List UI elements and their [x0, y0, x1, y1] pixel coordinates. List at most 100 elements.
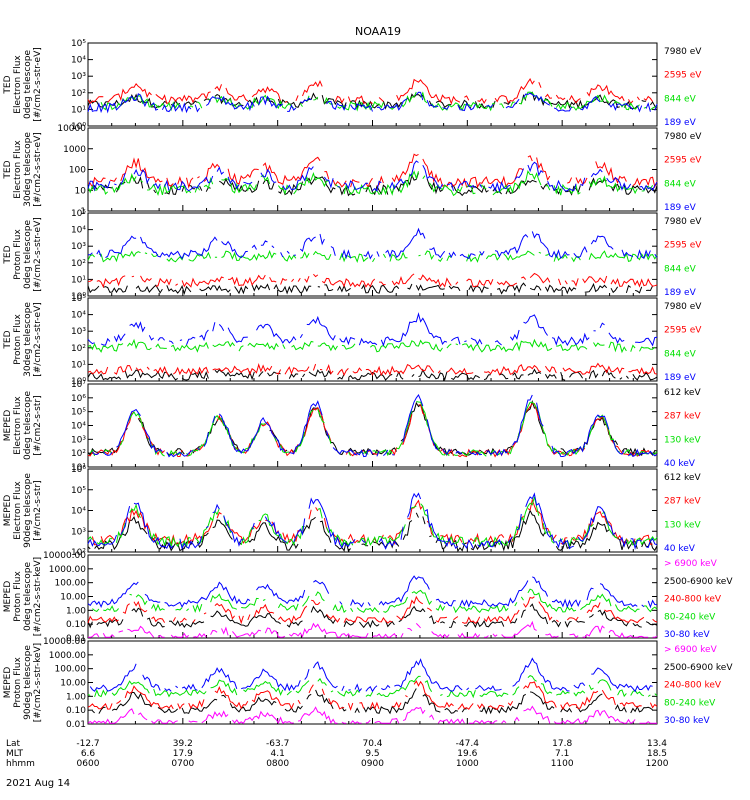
series-line [88, 79, 657, 104]
y-axis-label: MEPED Proton Flux 0deg telescope [#/cm2-s-s… [3, 557, 43, 636]
y-tick-label: 0.01 [66, 634, 86, 644]
y-axis-label: MEPED Proton Flux 90deg telescope [#/cm2-s-… [3, 643, 43, 722]
figure-title: NOAA19 [355, 25, 401, 38]
y-tick-label: 10.00 [60, 593, 86, 603]
series-line [87, 153, 658, 189]
y-tick-label: 10⁴ [71, 507, 86, 517]
y-tick-label: 10⁰ [71, 292, 86, 302]
y-tick-label: 10000.00 [43, 551, 86, 561]
y-tick-label: 10.00 [60, 679, 86, 689]
legend-label: 844 eV [664, 94, 697, 104]
y-axis-label-line: [#/cm2-s-str] [33, 395, 43, 455]
time-axis-tick-label: 13.4 [647, 739, 667, 749]
series-line [87, 680, 658, 711]
y-axis-label-line: Proton Flux [13, 314, 23, 365]
time-axis-tick-label: -12.7 [76, 739, 99, 749]
series-line [87, 603, 658, 629]
legend-label: 2595 eV [664, 326, 702, 336]
y-axis-label-line: Proton Flux [13, 571, 23, 622]
series-line [87, 160, 658, 193]
y-tick-label: 10³ [71, 242, 86, 252]
panel-2: 1 10 100 1000 10000 TED Electron Flux 30deg tel… [3, 124, 702, 217]
legend-label: 130 keV [664, 435, 701, 445]
legend-label: 7980 eV [664, 302, 702, 312]
y-axis-label-line: TED [3, 160, 13, 179]
series-line [87, 338, 656, 354]
y-axis-label-line: 0deg telescope [23, 50, 33, 120]
time-axis-tick-label: 70.4 [362, 739, 382, 749]
panel-8: 0.010.101.0010.00100.001000.0010000.00ME… [3, 637, 733, 730]
series-line [87, 675, 658, 699]
y-tick-label: 0.10 [66, 706, 86, 716]
time-axis-tick-label: 1000 [456, 759, 479, 769]
y-tick-label: 10⁴ [71, 311, 86, 321]
legend-label: 2595 eV [664, 156, 702, 166]
legend-label: 2595 eV [664, 241, 702, 251]
series-line [87, 575, 658, 609]
y-tick-label: 10¹ [71, 463, 86, 473]
legend-label: 2500-6900 keV [664, 577, 733, 587]
legend-label: 7980 eV [664, 132, 702, 142]
y-axis-label-line: MEPED [3, 667, 13, 699]
panel-6: 10² 10³ 10⁴ 10⁵ 10⁶ MEPED Electron Flux 90deg t… [3, 465, 701, 558]
y-axis-label-line: Electron Flux [13, 396, 23, 455]
legend-label: 30-80 keV [664, 716, 710, 726]
y-axis-label: TED Electron Flux 0deg telescope [#/cm2-s-s… [3, 47, 43, 122]
time-axis-tick-label: 1100 [551, 759, 574, 769]
legend-label: 7980 eV [664, 217, 702, 227]
time-axis-tick-label: 17.9 [173, 749, 193, 759]
panel-4: 10⁰ 10¹ 10² 10³ 10⁴ 10⁵ TED Proton Flux 30deg te… [3, 294, 702, 387]
y-tick-label: 10⁶ [71, 394, 86, 404]
y-axis-label-line: Electron Flux [13, 55, 23, 114]
series-line [87, 312, 658, 347]
y-tick-label: 10³ [71, 72, 86, 82]
legend-label: 189 eV [664, 203, 697, 213]
legend-label: 844 eV [664, 349, 697, 359]
panel-1: 10⁰ 10¹ 10² 10³ 10⁴ 10⁵ TED Electron Flux 0deg t… [3, 39, 702, 132]
series-line [88, 227, 658, 260]
time-axis-tick-label: 7.1 [555, 749, 569, 759]
y-tick-label: 10⁴ [71, 56, 86, 66]
y-tick-label: 100 [69, 166, 86, 176]
y-axis-label-line: [#/cm2-s-str] [33, 480, 43, 540]
series-line [87, 496, 658, 549]
y-tick-label: 10² [71, 548, 86, 558]
y-axis-label-line: 30deg telescope [23, 302, 33, 377]
y-axis-label-line: Electron Flux [13, 481, 23, 540]
time-axis-tick-label: 18.5 [647, 749, 667, 759]
y-axis-label-line: MEPED [3, 581, 13, 613]
series-line [87, 705, 657, 725]
y-axis-label-line: 0deg telescope [23, 220, 33, 290]
y-tick-label: 10⁵ [71, 408, 86, 418]
panel-frame [87, 297, 658, 382]
legend-label: 189 eV [664, 373, 697, 383]
y-tick-label: 10² [71, 344, 86, 354]
legend-label: 189 eV [664, 118, 697, 128]
legend-label: 240-800 keV [664, 595, 722, 605]
y-tick-label: 100.00 [55, 665, 87, 675]
series-line [87, 91, 658, 114]
legend-label: 844 eV [664, 264, 697, 274]
y-axis-label: TED Proton Flux 0deg telescope [#/cm2-s-str… [3, 217, 43, 292]
legend-label: 7980 eV [664, 47, 702, 57]
y-tick-label: 1000.00 [49, 651, 86, 661]
y-tick-label: 10³ [71, 527, 86, 537]
y-tick-label: 10² [71, 259, 86, 269]
legend-label: 40 keV [664, 544, 696, 554]
series-line [87, 492, 658, 551]
y-tick-label: 10² [71, 89, 86, 99]
series-line [89, 401, 658, 457]
y-axis-label: MEPED Electron Flux 90deg telescope [#/cm2-… [3, 473, 43, 548]
series-line [92, 588, 658, 614]
legend-label: 30-80 keV [664, 630, 710, 640]
legend-label: 80-240 keV [664, 698, 716, 708]
time-axis-row-label: Lat [6, 739, 21, 749]
y-tick-label: 10⁰ [71, 122, 86, 132]
time-axis-tick-label: 17.8 [552, 739, 572, 749]
legend-label: 80-240 keV [664, 612, 716, 622]
y-tick-label: 10⁵ [71, 39, 86, 49]
time-axis-tick-label: 9.5 [365, 749, 379, 759]
panel-frame [87, 554, 658, 639]
